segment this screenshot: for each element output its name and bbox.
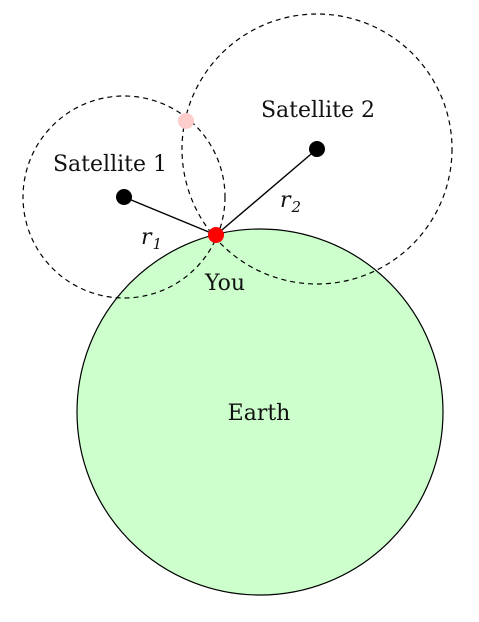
r1-arrow: [122, 195, 225, 242]
r2-label-subscript: 2: [291, 198, 302, 216]
r2-label: r2: [280, 188, 301, 216]
r2-arrow: [207, 148, 319, 243]
satellite2-label: Satellite 2: [261, 98, 375, 123]
you-dot: [208, 227, 224, 243]
satellite1-label: Satellite 1: [53, 152, 167, 177]
earth-label: Earth: [228, 401, 291, 426]
satellite2-dot: [309, 141, 325, 157]
r2-label-base: r: [280, 188, 292, 213]
satellite2-range-circle: [181, 13, 453, 285]
ambiguous-intersection-dot: [178, 113, 194, 129]
r1-label-base: r: [141, 225, 153, 250]
satellite1-dot: [116, 189, 132, 205]
r1-label: r1: [141, 225, 162, 253]
you-label: You: [204, 271, 245, 296]
r1-label-subscript: 1: [153, 235, 163, 253]
